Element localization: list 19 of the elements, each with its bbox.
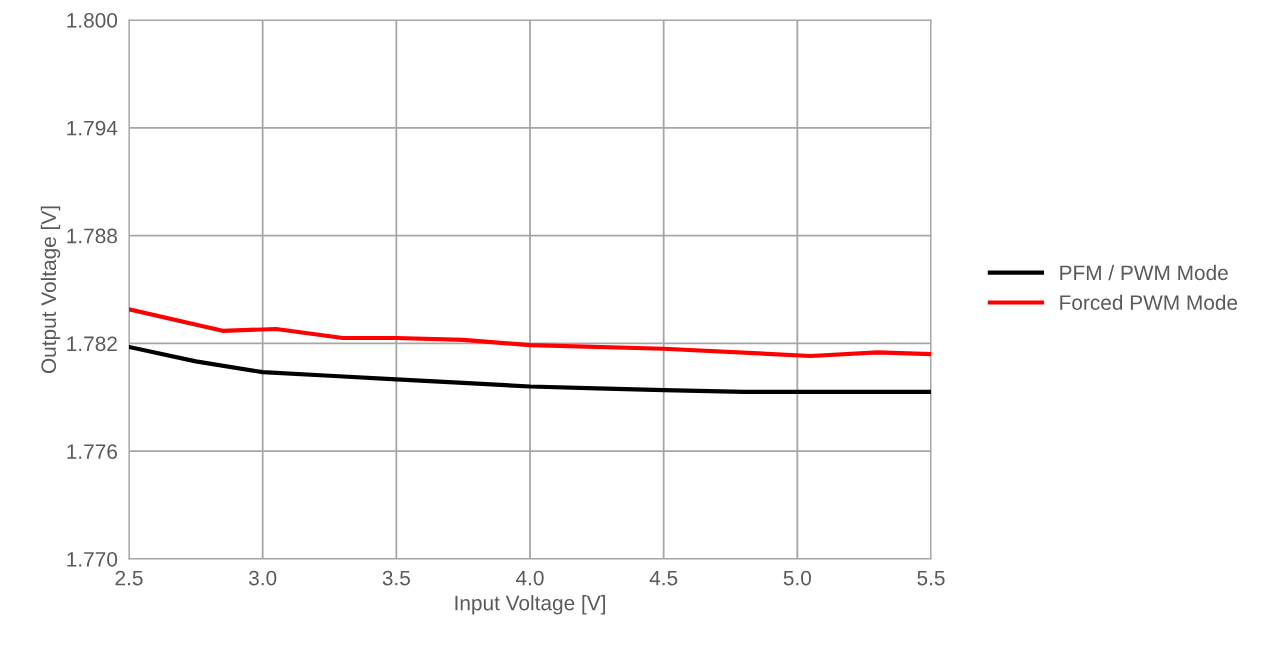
line-series [129,344,931,394]
line-series [129,307,931,359]
y-tick-label: 1.788 [67,228,117,244]
y-tick-label: 1.770 [67,552,118,567]
x-tick-label: 3.5 [382,570,410,586]
legend-label: Forced PWM Mode [1060,294,1238,311]
x-tick-label: 4.0 [516,570,544,586]
x-tick-label: 2.5 [115,570,143,586]
legend-label: PFM / PWM Mode [1060,264,1228,281]
x-axis-title: Input Voltage [V] [455,595,605,615]
x-tick-label: 3.0 [248,570,277,586]
x-tick-label: 5.0 [783,570,811,586]
x-tick-label: 5.5 [917,570,945,586]
y-tick-label: 1.782 [67,336,117,352]
y-tick-label: 1.794 [67,120,118,136]
y-tick-label: 1.776 [67,444,117,459]
y-axis-title: Output Voltage [V] [40,206,61,374]
x-tick-label: 4.5 [649,570,678,586]
y-tick-label: 1.800 [67,13,118,28]
